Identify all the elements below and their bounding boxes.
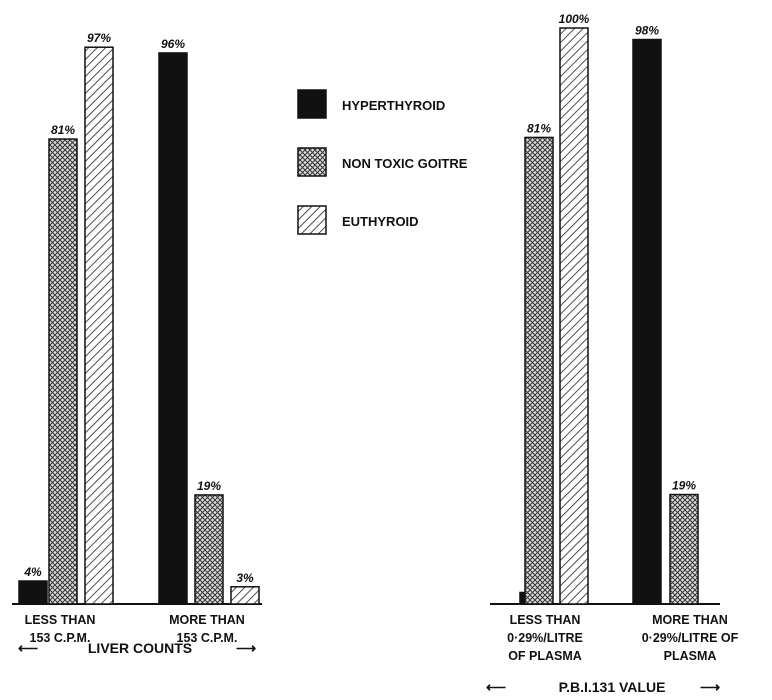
- legend-swatch-non-toxic-goitre: [297, 147, 327, 177]
- data-label: 19%: [197, 479, 221, 493]
- bar-euthyroid-less-than: [84, 46, 114, 605]
- category-label: MORE THAN: [169, 613, 245, 627]
- pbi-axis-label: P.B.I.131 VALUE: [559, 679, 666, 695]
- data-label: 3%: [236, 571, 254, 585]
- bar-hyperthyroid-more-than: [632, 38, 662, 605]
- legend-swatch-euthyroid: [297, 205, 327, 235]
- pbi-arrow-right: ⟶: [700, 679, 720, 695]
- legend: HYPERTHYROID NON TOXIC GOITRE EUTHYROID: [297, 89, 468, 235]
- category-label: 153 C.P.M.: [177, 631, 238, 645]
- category-label: LESS THAN: [510, 613, 581, 627]
- liver-counts-axis-label: LIVER COUNTS: [88, 640, 192, 656]
- category-label: LESS THAN: [25, 613, 96, 627]
- data-label: 19%: [672, 479, 696, 493]
- legend-label-non-toxic-goitre: NON TOXIC GOITRE: [342, 156, 468, 171]
- bar-non-toxic-goitre-more-than: [669, 493, 699, 605]
- category-label: MORE THAN: [652, 613, 728, 627]
- category-label: 153 C.P.M.: [30, 631, 91, 645]
- data-label: 100%: [559, 12, 590, 26]
- bar-euthyroid-less-than: [559, 27, 589, 605]
- liver-counts-arrow-left: ⟵: [18, 640, 38, 656]
- legend-label-euthyroid: EUTHYROID: [342, 214, 419, 229]
- liver-counts-chart: 4% 81% 97% LESS THAN 153 C.P.M. 96% 19% 3% MORE …: [12, 31, 262, 645]
- bar-hyperthyroid-more-than: [158, 52, 188, 605]
- legend-label-hyperthyroid: HYPERTHYROID: [342, 98, 445, 113]
- category-label: 0·29%/LITRE: [507, 631, 583, 645]
- data-label: 4%: [23, 565, 42, 579]
- data-label: 97%: [87, 31, 111, 45]
- data-label: 81%: [51, 123, 75, 137]
- bar-hyperthyroid-less-than: [18, 580, 48, 605]
- data-label: 98%: [635, 24, 659, 38]
- bar-non-toxic-goitre-less-than: [48, 138, 78, 605]
- liver-counts-arrow-right: ⟶: [236, 640, 256, 656]
- data-label: 81%: [527, 121, 551, 135]
- bar-non-toxic-goitre-less-than: [524, 136, 554, 605]
- pbi-arrow-left: ⟵: [486, 679, 506, 695]
- bar-non-toxic-goitre-more-than: [194, 494, 224, 605]
- category-label: OF PLASMA: [508, 649, 582, 663]
- bar-euthyroid-more-than: [230, 586, 260, 605]
- category-label: PLASMA: [664, 649, 717, 663]
- data-label: 96%: [161, 37, 185, 51]
- legend-swatch-hyperthyroid: [297, 89, 327, 119]
- category-label: 0·29%/LITRE OF: [642, 631, 739, 645]
